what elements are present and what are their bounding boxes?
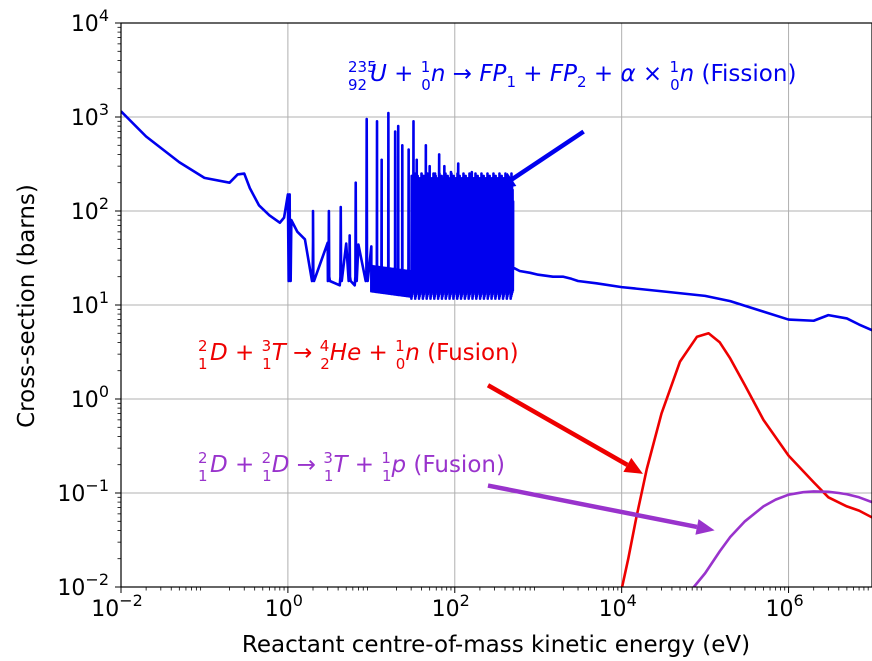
- dt-fusion-arrow-head: [623, 457, 643, 474]
- dd-fusion-arrow: [487, 483, 698, 530]
- y-tick-label: 10−2: [57, 570, 109, 601]
- y-tick-label: 101: [71, 288, 109, 319]
- dd-fusion-curve: [692, 490, 872, 587]
- y-axis-label: Cross-section (barns): [14, 184, 40, 428]
- dd-fusion-label: (Fusion): [413, 452, 505, 478]
- fission-label: (Fission): [702, 61, 797, 87]
- y-tick-label: 104: [71, 6, 109, 37]
- x-tick-label: 10−2: [91, 591, 143, 622]
- y-tick-label: 103: [71, 100, 109, 131]
- y-tick-label: 102: [71, 194, 109, 225]
- fission-curve: [121, 110, 872, 332]
- dt-fusion-label: (Fusion): [427, 340, 519, 366]
- x-tick-label: 106: [765, 591, 803, 622]
- fission-arrow: [510, 129, 585, 182]
- x-tick-label: 100: [265, 591, 303, 622]
- fission-annotation: 235 92 U + 1 0n → FP1 + FP2 + α × 1 0n (Fiss…: [348, 58, 796, 94]
- y-tick-label: 100: [71, 382, 109, 413]
- ticks-layer: 10−2 100 102 104 106 10−2 10−1 100 101 102 103 104: [57, 6, 869, 622]
- fission-equation: 235 92 U + 1 0n → FP1 + FP2 + α × 1 0n (Fiss…: [348, 58, 796, 94]
- x-tick-label: 102: [432, 591, 470, 622]
- fission-arrow-head: [496, 172, 517, 190]
- dt-fusion-arrow: [486, 383, 629, 467]
- x-tick-label: 104: [599, 591, 637, 622]
- y-tick-label: 10−1: [57, 476, 109, 507]
- dd-fusion-arrow-head: [695, 519, 715, 535]
- series-layer: [121, 110, 872, 587]
- arrow-layer: [486, 129, 715, 535]
- x-axis-label: Reactant centre-of-mass kinetic energy (…: [242, 632, 750, 658]
- grid: [120, 22, 872, 588]
- dt-fusion-curve: [620, 332, 872, 587]
